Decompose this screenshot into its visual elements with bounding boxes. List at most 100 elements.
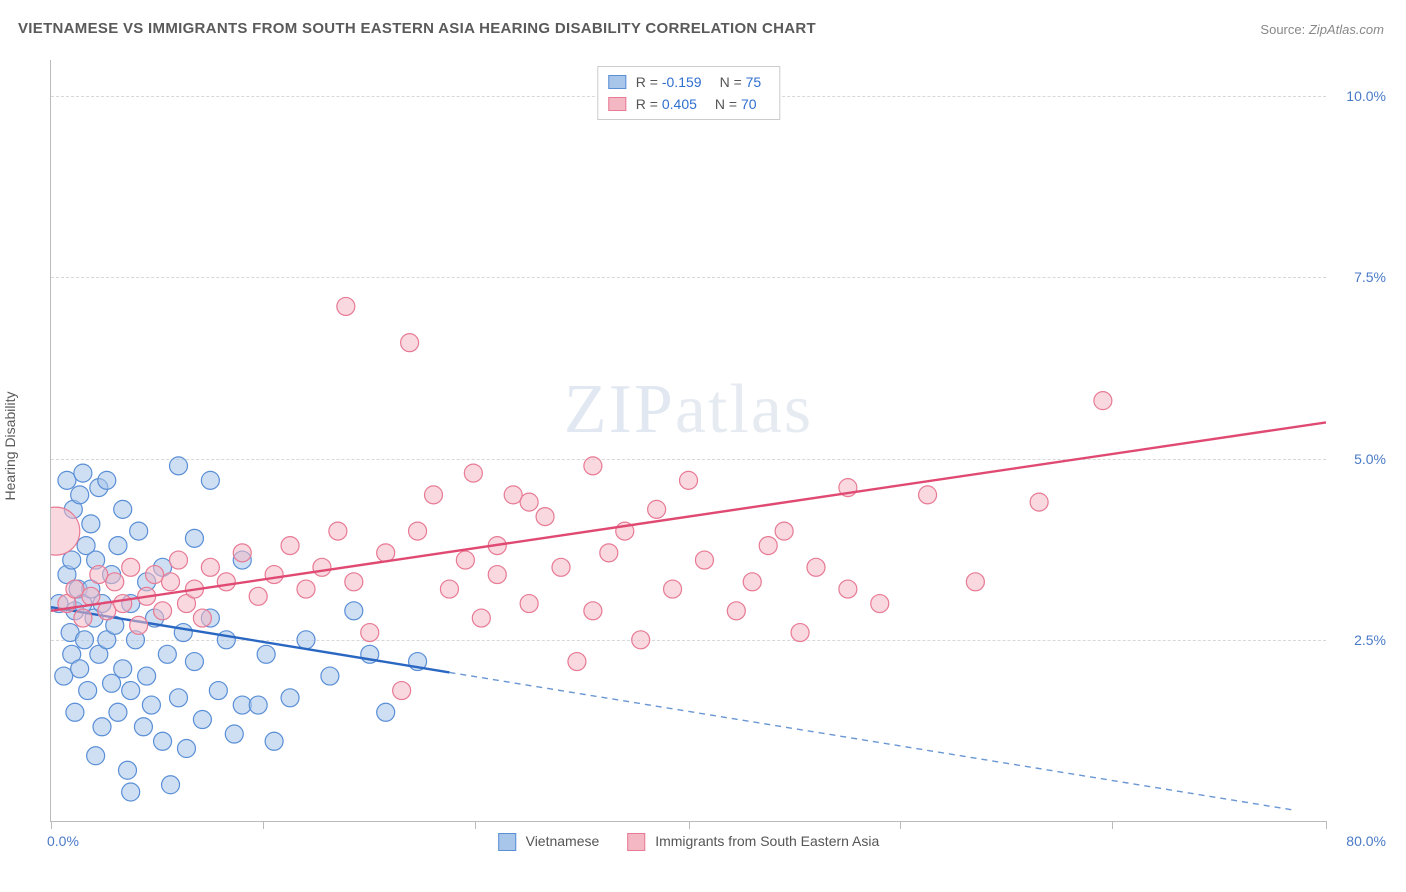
scatter-point [177,740,195,758]
scatter-point [98,471,116,489]
scatter-point [727,602,745,620]
scatter-point [265,566,283,584]
scatter-point [122,682,140,700]
scatter-point [1094,392,1112,410]
scatter-point [321,667,339,685]
scatter-point [109,537,127,555]
scatter-point [122,783,140,801]
scatter-point [329,522,347,540]
scatter-point [90,566,108,584]
scatter-point [201,558,219,576]
scatter-point [401,334,419,352]
scatter-point [63,551,81,569]
scatter-point [71,660,89,678]
scatter-point [472,609,490,627]
r-value-0: -0.159 [662,74,702,90]
x-tick-first: 0.0% [47,833,79,849]
scatter-point [807,558,825,576]
y-tick-label: 7.5% [1336,269,1386,285]
scatter-point [233,544,251,562]
scatter-point [257,645,275,663]
n-value-0: 75 [746,74,762,90]
scatter-point [281,537,299,555]
legend-swatch-vietnamese [498,833,516,851]
scatter-point [464,464,482,482]
scatter-point [170,689,188,707]
scatter-point [134,718,152,736]
series-legend: Vietnamese Immigrants from South Eastern… [498,833,880,851]
scatter-point [632,631,650,649]
scatter-point [775,522,793,540]
scatter-point [154,602,172,620]
scatter-point [55,667,73,685]
scatter-point [520,595,538,613]
scatter-point [345,573,363,591]
legend-item-0: Vietnamese [498,833,600,851]
scatter-point [217,631,235,649]
scatter-point [142,696,160,714]
legend-row-1: R = 0.405 N = 70 [608,93,769,115]
trend-line [51,422,1326,610]
scatter-point [158,645,176,663]
legend-label-0: Vietnamese [526,833,600,849]
legend-label-1: Immigrants from South Eastern Asia [655,833,879,849]
scatter-point [201,471,219,489]
scatter-point [680,471,698,489]
legend-swatch-immigrants [627,833,645,851]
scatter-point [114,500,132,518]
scatter-point [425,486,443,504]
scatter-point [130,522,148,540]
scatter-point [122,558,140,576]
scatter-point [600,544,618,562]
scatter-point [193,609,211,627]
scatter-point [520,493,538,511]
scatter-point [82,587,100,605]
y-axis-label: Hearing Disability [2,392,18,501]
scatter-point [504,486,522,504]
source-attribution: Source: ZipAtlas.com [1260,22,1384,37]
x-tick [689,821,690,829]
scatter-point [82,515,100,533]
scatter-point [74,609,92,627]
source-link[interactable]: ZipAtlas.com [1309,22,1384,37]
scatter-point [114,660,132,678]
scatter-point [154,732,172,750]
scatter-point [695,551,713,569]
scatter-point [170,457,188,475]
scatter-point [93,718,111,736]
scatter-point [377,703,395,721]
scatter-point [66,703,84,721]
scatter-point [488,566,506,584]
x-tick [51,821,52,829]
scatter-point [71,486,89,504]
scatter-point [281,689,299,707]
scatter-point [791,624,809,642]
trend-line-extrapolated [449,672,1294,810]
x-tick [900,821,901,829]
scatter-point [66,580,84,598]
scatter-point [185,529,203,547]
chart-title: VIETNAMESE VS IMMIGRANTS FROM SOUTH EAST… [18,20,816,37]
scatter-point [345,602,363,620]
scatter-point [664,580,682,598]
scatter-point [337,297,355,315]
scatter-point [966,573,984,591]
scatter-point [119,761,137,779]
chart-plot-area: ZIPatlas R = -0.159 N = 75 R = 0.405 N =… [50,60,1326,822]
scatter-point [919,486,937,504]
scatter-point [233,696,251,714]
scatter-point [313,558,331,576]
scatter-point [377,544,395,562]
scatter-point [409,522,427,540]
x-tick [263,821,264,829]
scatter-point [552,558,570,576]
scatter-point [225,725,243,743]
y-tick-label: 10.0% [1336,88,1386,104]
n-value-1: 70 [741,96,757,112]
scatter-point [193,711,211,729]
scatter-point [162,776,180,794]
x-tick [1326,821,1327,829]
legend-swatch-0 [608,75,626,89]
scatter-point [584,457,602,475]
scatter-point [297,580,315,598]
